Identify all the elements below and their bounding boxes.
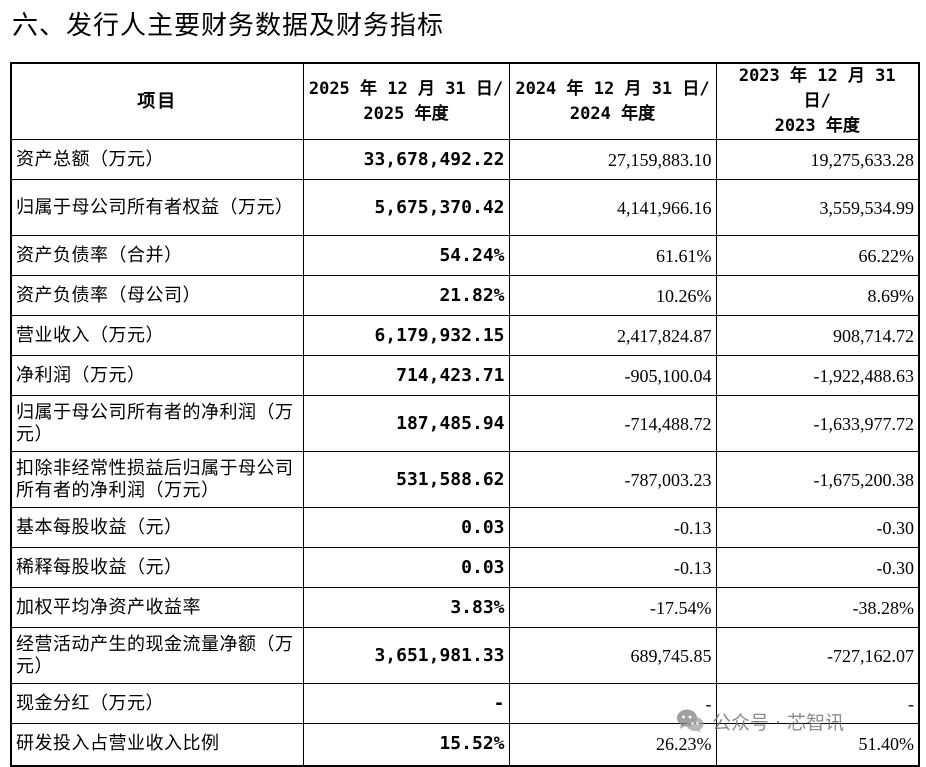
value-2025: 531,588.62 <box>302 451 510 508</box>
header-2025: 2025 年 12 月 31 日/ 2025 年度 <box>302 62 510 140</box>
table-row: 加权平均净资产收益率 3.83% -17.54% -38.28% <box>10 587 920 628</box>
value-2023: -1,675,200.38 <box>715 451 920 508</box>
header-2023-year: 2023 年度 <box>774 116 860 136</box>
value-2025: 15.52% <box>302 723 510 766</box>
value-2023: 19,275,633.28 <box>715 139 920 180</box>
value-2023: -0.30 <box>715 547 920 588</box>
row-label: 资产总额（万元） <box>10 139 304 180</box>
header-2024: 2024 年 12 月 31 日/ 2024 年度 <box>508 62 717 140</box>
row-label: 净利润（万元） <box>10 355 304 396</box>
row-label: 研发投入占营业收入比例 <box>10 723 304 766</box>
value-2023: 51.40% <box>715 723 920 766</box>
value-2024: 10.26% <box>508 275 717 316</box>
header-2025-date: 2025 年 12 月 31 日/ <box>308 78 504 99</box>
value-2024: 26.23% <box>508 723 717 766</box>
value-2025: 3,651,981.33 <box>302 627 510 684</box>
value-2025: 5,675,370.42 <box>302 179 510 236</box>
value-2024: -0.13 <box>508 547 717 588</box>
value-2023: -727,162.07 <box>715 627 920 684</box>
row-label: 现金分红（万元） <box>10 683 304 724</box>
value-2023: -1,633,977.72 <box>715 395 920 452</box>
header-2023-date: 2023 年 12 月 31 日/ <box>738 66 896 111</box>
section-heading: 六、发行人主要财务数据及财务指标 <box>12 11 445 41</box>
value-2024: 61.61% <box>508 235 717 276</box>
value-2023: -38.28% <box>715 587 920 628</box>
value-2024: -787,003.23 <box>508 451 717 508</box>
value-2023: 8.69% <box>715 275 920 316</box>
value-2025: 54.24% <box>302 235 510 276</box>
value-2024: 689,745.85 <box>508 627 717 684</box>
row-label: 扣除非经常性损益后归属于母公司所有者的净利润（万元） <box>10 451 304 508</box>
value-2024: 4,141,966.16 <box>508 179 717 236</box>
table-header-row: 项目 2025 年 12 月 31 日/ 2025 年度 2024 年 12 月… <box>10 62 920 140</box>
table-row: 营业收入（万元） 6,179,932.15 2,417,824.87 908,7… <box>10 315 920 356</box>
value-2025: - <box>302 683 510 724</box>
value-2025: 6,179,932.15 <box>302 315 510 356</box>
table-row: 稀释每股收益（元） 0.03 -0.13 -0.30 <box>10 547 920 588</box>
row-label: 经营活动产生的现金流量净额（万元） <box>10 627 304 684</box>
value-2024: 2,417,824.87 <box>508 315 717 356</box>
row-label: 稀释每股收益（元） <box>10 547 304 588</box>
row-label: 基本每股收益（元） <box>10 507 304 548</box>
value-2024: -17.54% <box>508 587 717 628</box>
table-row: 资产负债率（合并） 54.24% 61.61% 66.22% <box>10 235 920 276</box>
value-2024: -905,100.04 <box>508 355 717 396</box>
table-row: 扣除非经常性损益后归属于母公司所有者的净利润（万元） 531,588.62 -7… <box>10 451 920 508</box>
value-2025: 714,423.71 <box>302 355 510 396</box>
row-label: 资产负债率（母公司） <box>10 275 304 316</box>
table-row: 研发投入占营业收入比例 15.52% 26.23% 51.40% <box>10 723 920 766</box>
table-row: 净利润（万元） 714,423.71 -905,100.04 -1,922,48… <box>10 355 920 396</box>
value-2024: -714,488.72 <box>508 395 717 452</box>
value-2024: 27,159,883.10 <box>508 139 717 180</box>
value-2025: 187,485.94 <box>302 395 510 452</box>
row-label: 营业收入（万元） <box>10 315 304 356</box>
value-2024: - <box>508 683 717 724</box>
value-2025: 0.03 <box>302 507 510 548</box>
value-2025: 3.83% <box>302 587 510 628</box>
header-2023: 2023 年 12 月 31 日/ 2023 年度 <box>715 62 920 140</box>
row-label: 归属于母公司所有者权益（万元） <box>10 179 304 236</box>
value-2023: -1,922,488.63 <box>715 355 920 396</box>
table-row: 归属于母公司所有者的净利润（万元） 187,485.94 -714,488.72… <box>10 395 920 452</box>
table-row: 现金分红（万元） - - - <box>10 683 920 724</box>
row-label: 加权平均净资产收益率 <box>10 587 304 628</box>
financial-data-table: 项目 2025 年 12 月 31 日/ 2025 年度 2024 年 12 月… <box>10 62 920 767</box>
header-2024-date: 2024 年 12 月 31 日/ <box>515 78 710 99</box>
value-2023: 3,559,534.99 <box>715 179 920 236</box>
header-2024-year: 2024 年度 <box>569 103 656 124</box>
table-row: 归属于母公司所有者权益（万元） 5,675,370.42 4,141,966.1… <box>10 179 920 236</box>
table-row: 基本每股收益（元） 0.03 -0.13 -0.30 <box>10 507 920 548</box>
header-item: 项目 <box>10 62 304 140</box>
value-2025: 21.82% <box>302 275 510 316</box>
value-2023: 908,714.72 <box>715 315 920 356</box>
value-2024: -0.13 <box>508 507 717 548</box>
row-label: 归属于母公司所有者的净利润（万元） <box>10 395 304 452</box>
header-2025-year: 2025 年度 <box>363 103 449 124</box>
row-label: 资产负债率（合并） <box>10 235 304 276</box>
table-row: 资产负债率（母公司） 21.82% 10.26% 8.69% <box>10 275 920 316</box>
value-2023: -0.30 <box>715 507 920 548</box>
value-2025: 0.03 <box>302 547 510 588</box>
value-2025: 33,678,492.22 <box>302 139 510 180</box>
value-2023: - <box>715 683 920 724</box>
table-row: 资产总额（万元） 33,678,492.22 27,159,883.10 19,… <box>10 139 920 180</box>
value-2023: 66.22% <box>715 235 920 276</box>
table-row: 经营活动产生的现金流量净额（万元） 3,651,981.33 689,745.8… <box>10 627 920 684</box>
